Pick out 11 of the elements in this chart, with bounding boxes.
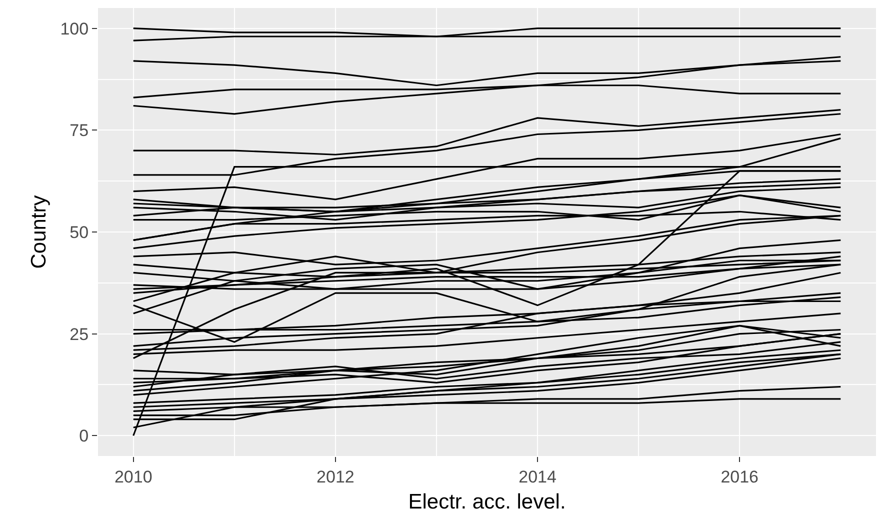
x-tick-label: 2016 [720, 467, 759, 486]
y-tick-label: 100 [60, 19, 89, 38]
y-tick-label: 0 [79, 426, 89, 446]
y-tick-label: 50 [70, 222, 89, 242]
x-tick-label: 2014 [518, 467, 556, 486]
x-axis-title: Electr. acc. level. [408, 490, 566, 514]
x-tick-label: 2012 [316, 467, 354, 486]
y-axis-title: Country [27, 194, 50, 269]
x-tick-label: 2010 [114, 467, 152, 486]
y-tick-label: 75 [70, 121, 89, 140]
y-tick-label: 25 [70, 324, 89, 344]
